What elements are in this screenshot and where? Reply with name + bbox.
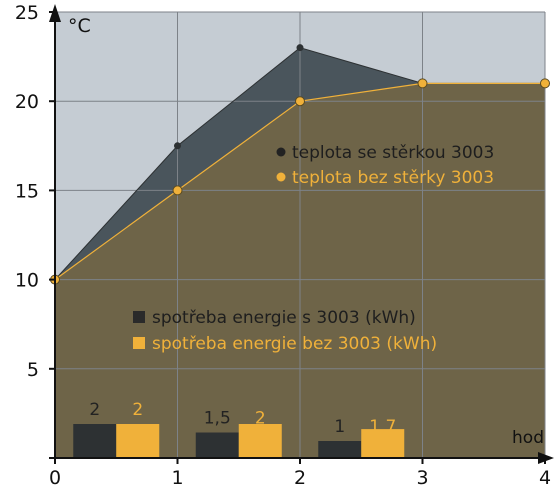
bar-without-screed [361, 429, 405, 458]
x-tick-label: 3 [416, 467, 428, 487]
point-without-screed [172, 185, 183, 196]
bar-with-screed [195, 432, 239, 458]
bar-with-screed [318, 441, 362, 458]
label-layer: 2 2 1,5 2 1 1,7 5 10 15 20 25 0 1 2 3 4 °C hod [15, 2, 551, 489]
legend-label-bar-with-screed: spotřeba energie s 3003 (kWh) [152, 308, 416, 328]
y-tick-label: 5 [27, 359, 39, 381]
bar-label-with-screed: 2 [89, 400, 100, 420]
bar-label-without-screed: 2 [255, 409, 266, 429]
point-with-screed [296, 44, 304, 52]
x-tick-label: 0 [49, 467, 61, 487]
bar-layer [73, 424, 405, 458]
y-tick-label: 25 [15, 2, 39, 24]
point-without-screed [417, 78, 428, 89]
bar-with-screed [73, 424, 117, 458]
point-without-screed [295, 96, 305, 107]
y-unit-label: °C [68, 15, 91, 37]
legend-marker-with-screed [276, 147, 286, 157]
bar-without-screed [116, 424, 160, 458]
bar-label-with-screed: 1 [334, 417, 345, 437]
bar-label-without-screed: 1,7 [369, 417, 396, 437]
y-tick-label: 20 [15, 91, 39, 113]
y-tick-label: 15 [15, 180, 39, 202]
bar-label-without-screed: 2 [132, 400, 143, 420]
point-with-screed [174, 142, 181, 150]
axis-layer [49, 4, 554, 464]
x-tick-label: 1 [171, 467, 183, 487]
legend-marker-without-screed [276, 172, 286, 182]
legend-label-without-screed: teplota bez stěrky 3003 [292, 168, 494, 188]
legend-layer: teplota se stěrkou 3003 teplota bez stěrk… [133, 143, 494, 354]
bar-without-screed [238, 424, 282, 458]
x-unit-label: hod [512, 428, 544, 448]
legend-label-bar-without-screed: spotřeba energie bez 3003 (kWh) [152, 334, 437, 354]
x-tick-label: 4 [539, 467, 551, 487]
legend-marker-bar-with-screed [133, 311, 145, 323]
y-tick-label: 10 [15, 270, 39, 292]
bar-label-with-screed: 1,5 [204, 409, 231, 429]
point-without-screed [540, 78, 550, 89]
legend-marker-bar-without-screed [133, 337, 145, 349]
x-tick-label: 2 [294, 467, 306, 487]
legend-label-with-screed: teplota se stěrkou 3003 [292, 143, 494, 163]
